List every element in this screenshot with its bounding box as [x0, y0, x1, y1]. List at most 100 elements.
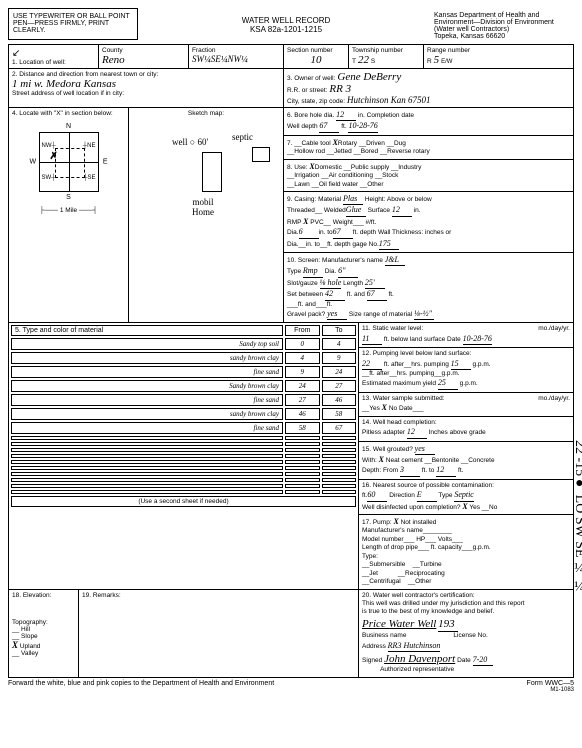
from-cell: 24: [285, 380, 320, 392]
to-cell: 46: [322, 394, 356, 406]
from-cell: 46: [285, 408, 320, 420]
material-cell: fine sand: [11, 366, 283, 378]
section-value: 10: [287, 54, 345, 66]
from-cell: [285, 466, 320, 470]
footer-code: M1-1083: [8, 687, 574, 693]
locate-label: 4. Locate with "X" in section below:: [12, 110, 125, 117]
rr-label: R.R. or street:: [287, 87, 327, 94]
material-cell: [11, 472, 283, 476]
materials-footer: (Use a second sheet if needed): [11, 496, 356, 507]
sketch-label: Sketch map:: [132, 110, 280, 117]
dept-l4: Topeka, Kansas 66620: [434, 33, 574, 40]
to-cell: [322, 490, 356, 494]
to-cell: [322, 484, 356, 488]
instructions-box: USE TYPEWRITER OR BALL POINT PEN—PRESS F…: [8, 8, 138, 40]
x-mark: ✗: [50, 151, 58, 162]
distance-label: 2. Distance and direction from nearest t…: [12, 71, 280, 78]
to-header: To: [322, 325, 356, 336]
section-9: 9. Casing: Material Plas Height: Above o…: [284, 192, 573, 253]
from-cell: [285, 448, 320, 452]
from-cell: 27: [285, 394, 320, 406]
owner-label: 3. Owner of well:: [287, 75, 335, 82]
compass-w: W: [30, 159, 37, 166]
from-cell: [285, 478, 320, 482]
material-cell: [11, 484, 283, 488]
from-cell: [285, 472, 320, 476]
section-18-label: 18. Elevation:: [12, 592, 75, 599]
fraction-label: Fraction: [192, 47, 280, 54]
section-19-label: 19. Remarks:: [82, 592, 355, 599]
section-diagram: N S E W NW┼ ┼NE SW┼ ┼SE ✗: [39, 132, 99, 192]
compass-s: S: [66, 194, 71, 201]
topo-label: Topography:: [12, 619, 75, 626]
cert-date: 7-20: [473, 655, 493, 666]
to-cell: 67: [322, 422, 356, 434]
location-label: 1. Location of well:: [12, 59, 95, 66]
form-title: WATER WELL RECORD: [242, 16, 331, 25]
material-cell: [11, 436, 283, 440]
to-cell: 24: [322, 366, 356, 378]
material-cell: fine sand: [11, 394, 283, 406]
from-cell: 0: [285, 338, 320, 350]
cert-address: RR3 Hutchinson: [388, 641, 441, 652]
township-prefix: T: [352, 58, 356, 65]
dept-block: Kansas Department of Health and Environm…: [434, 8, 574, 40]
from-cell: [285, 490, 320, 494]
from-cell: [285, 484, 320, 488]
to-cell: [322, 478, 356, 482]
from-cell: 4: [285, 352, 320, 364]
from-cell: [285, 454, 320, 458]
range-prefix: R: [427, 58, 432, 65]
to-cell: [322, 442, 356, 446]
sketch-map: well ○ 60' septic mobilHome: [132, 117, 280, 247]
township-value: 22: [358, 54, 369, 66]
material-cell: sandy brown clay: [11, 352, 283, 364]
owner-name: Gene DeBerry: [337, 71, 401, 83]
fraction-value: SW¼SE¼NW¼: [192, 54, 280, 64]
material-cell: [11, 490, 283, 494]
materials-header: 5. Type and color of material: [11, 325, 283, 336]
material-cell: [11, 454, 283, 458]
from-cell: [285, 436, 320, 440]
to-cell: [322, 472, 356, 476]
rr-value: RR 3: [329, 83, 351, 95]
section-11: 11. Static water level: mo./day/yr. 11 f…: [359, 323, 573, 348]
county-label: County: [102, 47, 185, 54]
material-cell: fine sand: [11, 422, 283, 434]
dept-l2: Environment—Division of Environment: [434, 19, 574, 26]
topo-slope: Slope: [21, 633, 38, 640]
material-cell: sandy brown clay: [11, 408, 283, 420]
topo-valley: Valley: [21, 650, 38, 657]
section-13: 13. Water sample submitted: mo./day/yr. …: [359, 393, 573, 417]
topo-upland-x: X: [12, 640, 18, 650]
section-12: 12. Pumping level below land surface: 22…: [359, 348, 573, 393]
material-cell: [11, 478, 283, 482]
to-cell: 58: [322, 408, 356, 420]
material-cell: [11, 460, 283, 464]
range-value: 5: [434, 54, 440, 66]
margin-notes: 22 -15● LO SW SE ¼ ¼: [571, 440, 582, 594]
cert-signature: John Davenport: [384, 653, 455, 665]
to-cell: [322, 436, 356, 440]
from-header: From: [285, 325, 320, 336]
range-suffix: E/W: [441, 59, 452, 65]
license-no: 193: [438, 617, 458, 632]
section-16: 16. Nearest source of possible contamina…: [359, 480, 573, 515]
city-label: City, state, zip code:: [287, 98, 345, 105]
section-7: 7. __Cable tool XRotary __Driven __Dug _…: [284, 136, 573, 160]
section-8: 8. Use: XDomestic __Public supply __Indu…: [284, 160, 573, 192]
sw-label: SW┼: [42, 175, 56, 181]
arrow-icon: ↙: [12, 48, 20, 59]
to-cell: [322, 466, 356, 470]
to-cell: 27: [322, 380, 356, 392]
footer-left: Forward the white, blue and pink copies …: [8, 680, 274, 687]
compass-e: E: [103, 159, 108, 166]
section-10: 10. Screen: Manufacturer's name J&L Type…: [284, 253, 573, 322]
section-14: 14. Well head completion: Pitless adapte…: [359, 417, 573, 442]
section-label: Section number: [287, 47, 345, 54]
footer-right: Form WWC—5: [527, 680, 574, 687]
to-cell: [322, 454, 356, 458]
distance-value: 1 mi w. Medora Kansas: [12, 78, 280, 90]
to-cell: 9: [322, 352, 356, 364]
from-cell: [285, 460, 320, 464]
